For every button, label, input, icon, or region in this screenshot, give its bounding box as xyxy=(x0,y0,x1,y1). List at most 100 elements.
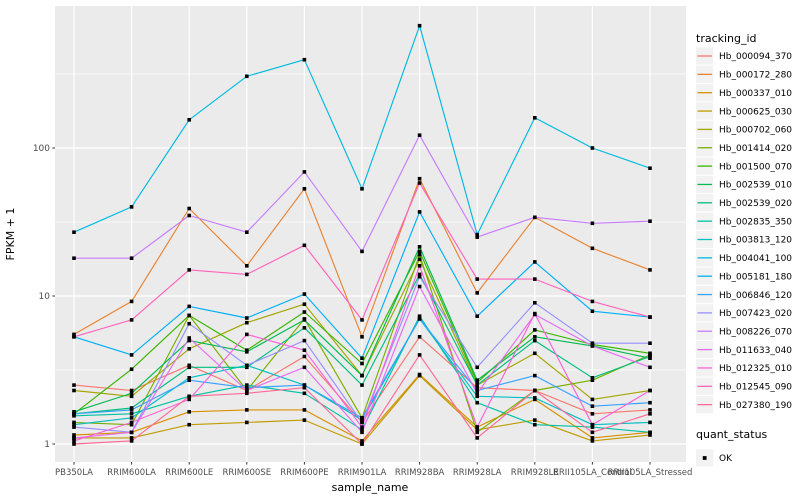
legend-item: Hb_000625_030 xyxy=(696,102,792,120)
legend-item: Hb_002539_010 xyxy=(696,175,792,194)
data-point xyxy=(72,433,76,437)
data-point xyxy=(417,245,422,249)
data-point xyxy=(302,243,307,248)
data-point xyxy=(302,170,307,174)
data-point xyxy=(648,408,652,412)
data-point xyxy=(245,391,249,396)
data-point xyxy=(72,410,76,414)
data-point xyxy=(533,351,537,356)
data-point xyxy=(129,412,134,416)
data-point xyxy=(417,176,422,181)
legend-item: Hb_001500_070 xyxy=(696,157,792,175)
data-point xyxy=(417,257,422,262)
data-point xyxy=(129,318,134,322)
data-point xyxy=(72,230,76,234)
legend-item: Hb_012325_010 xyxy=(696,359,792,377)
data-point xyxy=(245,408,249,412)
data-point xyxy=(533,311,537,316)
legend-item-label: Hb_001500_070 xyxy=(719,162,792,172)
data-point xyxy=(245,74,249,79)
data-point xyxy=(475,394,479,399)
data-point xyxy=(533,260,537,264)
data-point xyxy=(590,425,595,429)
data-point xyxy=(417,284,422,289)
legend-item: Hb_008226_070 xyxy=(696,322,792,340)
data-point xyxy=(360,418,364,422)
data-point xyxy=(648,351,652,356)
data-point xyxy=(129,422,134,427)
data-point xyxy=(302,187,307,191)
data-point xyxy=(475,436,479,440)
legend-entries: Hb_000094_370 Hb_000172_280 Hb_000337_010 H… xyxy=(696,47,792,414)
data-point xyxy=(648,341,652,345)
data-point xyxy=(417,317,422,321)
data-point xyxy=(648,354,652,359)
x-tick-label: RRIM600LA xyxy=(107,468,156,478)
data-point xyxy=(360,335,364,339)
data-point xyxy=(245,420,249,425)
data-point xyxy=(590,436,595,440)
data-point xyxy=(533,388,537,393)
legend-item-label: Hb_000172_280 xyxy=(719,71,792,81)
data-point xyxy=(475,277,479,281)
data-point xyxy=(475,291,479,295)
data-point xyxy=(590,309,595,313)
data-point xyxy=(648,219,652,223)
legend-item-label: Hb_002539_010 xyxy=(719,181,792,191)
data-point xyxy=(187,338,191,343)
data-point xyxy=(72,414,76,418)
legend-item: Hb_004041_100 xyxy=(696,249,792,267)
data-point xyxy=(245,316,249,320)
data-point xyxy=(360,383,364,387)
data-point xyxy=(533,277,537,281)
data-point xyxy=(475,385,479,390)
data-point xyxy=(302,408,307,412)
data-point xyxy=(129,205,134,209)
legend-item: Hb_002835_350 xyxy=(696,212,792,230)
data-point xyxy=(72,420,76,425)
data-point xyxy=(648,400,652,405)
x-tick-label: RRII105LA_Control xyxy=(553,468,632,478)
data-point xyxy=(360,430,364,435)
data-point xyxy=(302,302,307,306)
data-point xyxy=(475,388,479,393)
data-point xyxy=(590,221,595,226)
data-point xyxy=(360,356,364,360)
data-point xyxy=(302,383,307,387)
legend-item: Hb_012545_090 xyxy=(696,377,792,395)
data-point xyxy=(533,328,537,332)
data-point xyxy=(360,187,364,191)
data-point xyxy=(72,256,76,260)
legend-item-label: Hb_002539_020 xyxy=(719,199,792,209)
data-point xyxy=(302,391,307,396)
x-tick-label: RRII105LA_Stressed xyxy=(608,468,693,478)
data-point xyxy=(475,314,479,318)
legend-item-label: Hb_004041_100 xyxy=(719,254,792,264)
data-point xyxy=(533,418,537,422)
data-point xyxy=(129,388,134,393)
legend-item: Hb_002539_020 xyxy=(696,194,792,212)
legend-item-label: Hb_008226_070 xyxy=(719,327,792,337)
data-point xyxy=(187,410,191,414)
legend-item-label: Hb_011633_040 xyxy=(719,346,792,356)
data-point xyxy=(360,439,364,443)
data-point xyxy=(245,264,249,268)
data-point xyxy=(72,412,76,416)
data-point xyxy=(72,436,76,440)
data-point xyxy=(129,367,134,371)
data-point xyxy=(129,430,134,435)
legend-item: Hb_006846_120 xyxy=(696,285,792,304)
x-tick-label: RRIM928LA xyxy=(453,468,502,478)
data-point xyxy=(245,388,249,393)
legend-item-label: Hb_000094_370 xyxy=(719,52,792,62)
data-point xyxy=(475,430,479,435)
data-point xyxy=(245,365,249,370)
data-point xyxy=(129,439,134,443)
data-point xyxy=(475,425,479,429)
data-point xyxy=(417,181,422,185)
data-point xyxy=(533,373,537,378)
quant-legend-item: OK xyxy=(696,449,733,467)
data-point xyxy=(533,396,537,400)
data-point xyxy=(533,301,537,305)
